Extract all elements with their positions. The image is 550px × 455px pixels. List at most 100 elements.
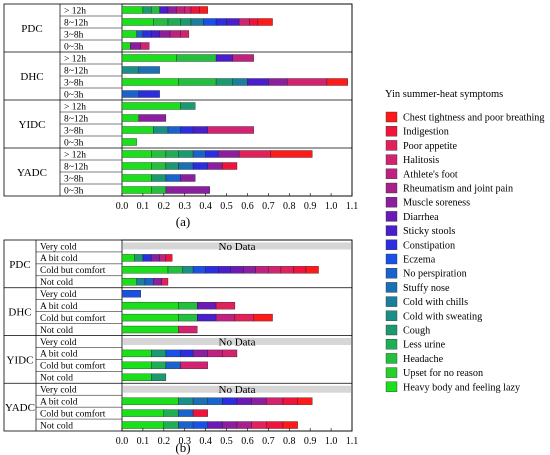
- b-bar-segment-yadc-cold-but-comfort-0: [121, 409, 164, 417]
- legend-label-muscle-soreness: Muscle soreness: [403, 198, 470, 209]
- b-bar-segment-yidc-cold-but-comfort-1: [151, 361, 167, 370]
- b-bar-segment-pdc-cold-but-comfort-6: [230, 266, 244, 274]
- a-bar-segment-dhc-3-8h-7: [326, 78, 348, 86]
- a-bar-segment-dhc-0-3h-1: [138, 90, 160, 98]
- b-row-label-yidc-not-cold: Not cold: [40, 374, 73, 384]
- a-bar-segment-dhc-0-3h-0: [121, 90, 139, 98]
- b-bar-segment-yidc-cold-but-comfort-2: [165, 361, 181, 370]
- b-bar-segment-yadc-a-bit-cold-5: [236, 397, 252, 405]
- b-bar-segment-yadc-not-cold-0: [121, 421, 164, 429]
- b-bar-segment-yadc-cold-but-comfort-2: [178, 409, 194, 417]
- a-bar-segment-yadc-12h-7: [238, 150, 271, 158]
- a-bar-segment-yadc-12h-3: [178, 150, 194, 158]
- b-bar-segment-yadc-not-cold-9: [282, 421, 298, 429]
- legend-swatch-constipation: [385, 239, 398, 251]
- a-bar-segment-yadc-3-8h-0: [121, 174, 152, 182]
- a-bar-segment-pdc-8-12h-9: [249, 18, 259, 26]
- legend-swatch-chest-tightness-and-poor-breathing: [385, 111, 398, 123]
- b-bar-segment-pdc-cold-but-comfort-3: [192, 266, 206, 274]
- a-bar-segment-pdc-8-12h-0: [121, 18, 154, 26]
- b-bar-segment-yadc-a-bit-cold-4: [222, 397, 238, 405]
- b-x-tick-label-0-0: 0.0: [116, 436, 129, 447]
- a-bar-segment-yadc-0-3h-2: [165, 186, 210, 194]
- a-bar-segment-yadc-8-12h-3: [178, 162, 194, 170]
- legend-swatch-indigestion: [385, 125, 398, 137]
- a-x-tick-label-1-0: 1.0: [325, 201, 338, 212]
- a-bar-segment-yadc-12h-1: [151, 150, 167, 158]
- b-bar-segment-yadc-a-bit-cold-1: [178, 397, 194, 405]
- legend-swatch-rheumatism-and-joint-pain: [385, 182, 398, 194]
- a-row-label-dhc-12h: > 12h: [64, 54, 86, 64]
- a-bar-segment-yidc-3-8h-4: [192, 126, 208, 134]
- a-row-label-yidc-12h: > 12h: [64, 102, 86, 112]
- b-bar-segment-dhc-cold-but-comfort-3: [215, 313, 236, 322]
- a-bar-segment-dhc-3-8h-3: [232, 78, 248, 86]
- b-bar-segment-pdc-cold-but-comfort-11: [293, 266, 307, 274]
- b-bar-segment-dhc-cold-but-comfort-1: [178, 313, 198, 322]
- b-row-label-pdc-not-cold: Not cold: [40, 278, 73, 288]
- b-x-tick-label-1-1: 1.1: [346, 436, 359, 447]
- b-bar-segment-pdc-a-bit-cold-5: [165, 254, 173, 262]
- b-bar-segment-pdc-cold-but-comfort-4: [205, 266, 219, 274]
- a-row-label-pdc-3-8h: 3~8h: [64, 30, 84, 40]
- a-bar-segment-dhc-8-12h-0: [121, 66, 139, 74]
- a-bar-segment-yadc-3-8h-3: [180, 174, 196, 182]
- a-bar-segment-yidc-3-8h-0: [121, 126, 154, 134]
- b-bar-segment-yadc-not-cold-8: [266, 421, 284, 429]
- a-bar-segment-yadc-3-8h-2: [165, 174, 181, 182]
- a-bar-segment-yidc-3-8h-5: [207, 126, 254, 134]
- legend-swatch-halitosis: [385, 154, 398, 165]
- a-bar-segment-yidc-8-12h-1: [138, 114, 167, 122]
- b-bar-segment-yadc-a-bit-cold-6: [251, 397, 267, 405]
- b-bar-segment-pdc-cold-but-comfort-5: [218, 266, 231, 274]
- b-x-tick-label-0-1: 0.1: [137, 436, 150, 447]
- a-row-label-dhc-0-3h: 0~3h: [64, 90, 84, 100]
- a-bar-segment-yadc-3-8h-1: [151, 174, 167, 182]
- a-bar-segment-yidc-12h-0: [121, 102, 181, 110]
- a-x-tick-label-0-8: 0.8: [283, 201, 296, 212]
- a-bar-segment-dhc-3-8h-0: [121, 78, 179, 86]
- legend-swatch-stuffy-nose: [385, 282, 398, 293]
- legend-swatch-poor-appetite: [385, 140, 398, 151]
- legend-label-rheumatism-and-joint-pain: Rheumatism and joint pain: [403, 184, 513, 195]
- a-bar-segment-pdc-8-12h-5: [203, 18, 217, 26]
- a-bar-segment-pdc-12h-8: [199, 6, 208, 14]
- a-bar-segment-dhc-12h-1: [176, 54, 217, 62]
- b-row-label-yadc-a-bit-cold: A bit cold: [40, 397, 78, 407]
- b-row-label-dhc-cold-but-comfort: Cold but comfort: [40, 313, 106, 324]
- sublabel-a: (a): [176, 214, 190, 229]
- b-row-label-yidc-very-cold: Very cold: [40, 338, 77, 348]
- a-row-label-pdc-0-3h: 0~3h: [64, 42, 84, 52]
- b-no-data-label-yadc: No Data: [219, 384, 256, 396]
- legend-label-poor-appetite: Poor appetite: [403, 141, 458, 152]
- b-x-tick-label-0-2: 0.2: [158, 436, 171, 447]
- a-bar-segment-yidc-0-3h-0: [121, 138, 137, 146]
- b-bar-segment-pdc-not-cold-2: [144, 278, 154, 286]
- legend-title: Yin summer-heat symptoms: [385, 89, 503, 100]
- a-bar-segment-yadc-8-12h-6: [222, 162, 238, 170]
- a-row-label-yidc-8-12h: 8~12h: [64, 114, 88, 124]
- b-bar-segment-yidc-not-cold-1: [151, 373, 167, 381]
- a-bar-segment-yadc-8-12h-1: [151, 162, 167, 170]
- b-row-label-pdc-a-bit-cold: A bit cold: [40, 254, 78, 264]
- b-row-label-yadc-not-cold: Not cold: [40, 421, 73, 431]
- a-row-label-yadc-0-3h: 0~3h: [64, 186, 84, 196]
- b-bar-segment-yadc-a-bit-cold-2: [192, 397, 208, 405]
- legend-label-heavy-body-and-feeling-lazy: Heavy body and feeling lazy: [403, 382, 521, 393]
- b-bar-segment-pdc-not-cold-4: [161, 278, 169, 286]
- a-x-tick-label-0-7: 0.7: [262, 201, 275, 212]
- b-bar-segment-yidc-cold-but-comfort-0: [121, 361, 152, 370]
- b-bar-segment-pdc-a-bit-cold-3: [151, 254, 160, 262]
- b-no-data-label-pdc: No Data: [219, 241, 256, 253]
- legend-swatch-cough: [385, 324, 398, 336]
- legend-swatch-eczema: [385, 253, 398, 265]
- b-bar-segment-pdc-not-cold-0: [121, 278, 137, 286]
- b-bar-segment-pdc-cold-but-comfort-10: [280, 266, 294, 274]
- a-x-tick-label-0-9: 0.9: [304, 201, 317, 212]
- legend-swatch-less-urine: [385, 339, 398, 350]
- a-bar-segment-pdc-12h-2: [151, 6, 160, 14]
- b-bar-segment-yadc-a-bit-cold-7: [266, 397, 284, 405]
- legend-swatch-sticky-stools: [385, 225, 398, 236]
